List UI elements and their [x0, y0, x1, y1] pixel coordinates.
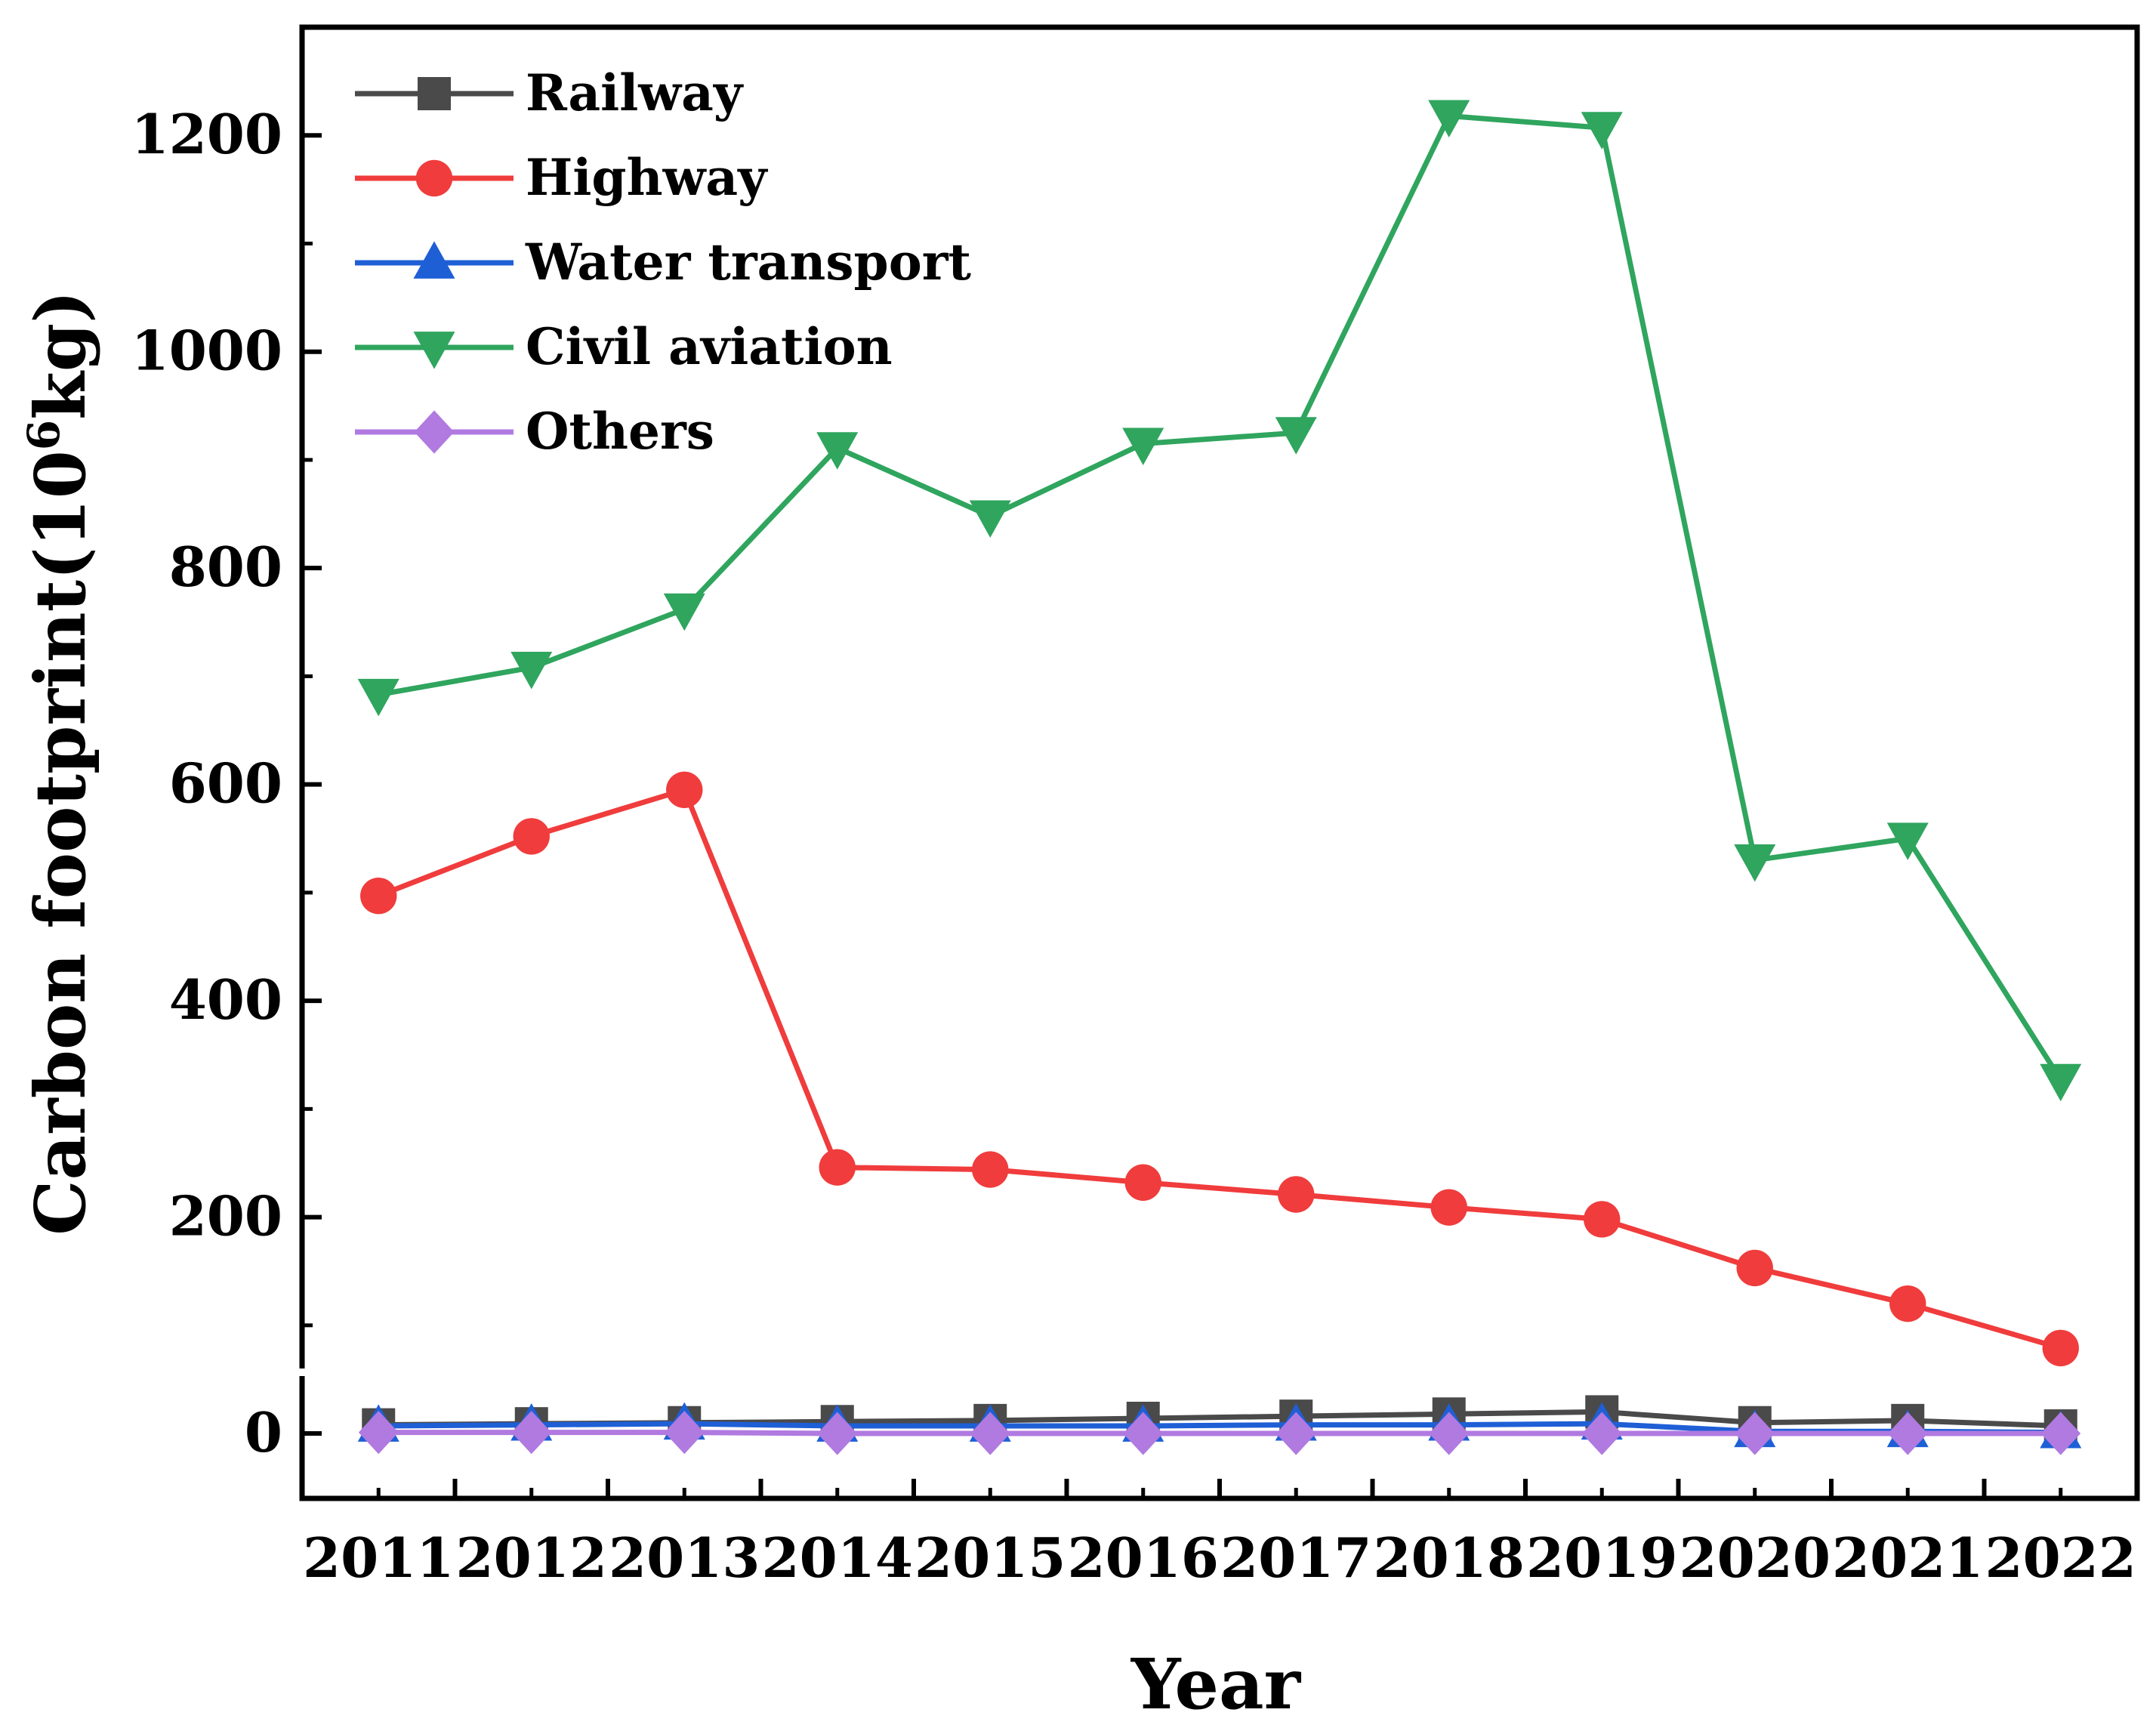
series-line-highway — [377, 787, 2062, 1351]
legend: Railway Highway Water transport Civil aviat… — [355, 63, 971, 461]
data-point-civil-aviation — [1581, 112, 1623, 150]
data-point-civil-aviation — [1428, 100, 1470, 138]
data-point-highway — [666, 771, 703, 809]
x-tick-label: 2014 — [762, 1526, 913, 1590]
legend-label-others: Others — [526, 402, 714, 461]
data-point-civil-aviation — [663, 593, 705, 631]
series-water-transport — [357, 1402, 2082, 1449]
y-axis-title-suffix: kg) — [20, 290, 101, 420]
y-axis-title-superscript: 6 — [18, 420, 69, 450]
x-axis-title: Year — [1130, 1643, 1302, 1725]
data-point-others — [970, 1412, 1010, 1455]
series-highway — [360, 771, 2079, 1367]
data-point-civil-aviation — [1886, 822, 1929, 860]
legend-marker-civil-aviation — [413, 332, 455, 369]
data-point-civil-aviation — [510, 652, 553, 690]
data-point-others — [511, 1411, 552, 1455]
x-tick-label: 2022 — [1985, 1526, 2136, 1590]
data-point-others — [817, 1412, 858, 1455]
data-point-others — [1581, 1412, 1622, 1455]
data-point-highway — [819, 1149, 856, 1186]
legend-label-water-transport: Water transport — [525, 233, 971, 292]
data-point-civil-aviation — [969, 500, 1011, 538]
data-point-others — [1887, 1412, 1928, 1455]
data-point-civil-aviation — [357, 678, 399, 717]
series-layer — [357, 100, 2082, 1455]
series-civil-aviation — [357, 100, 2082, 1102]
data-point-civil-aviation — [2040, 1063, 2082, 1102]
x-tick-label: 2012 — [456, 1526, 607, 1590]
x-axis-ticks: 2011 2012 2013 2014 2015 2016 2017 2018 2019 2020… — [303, 1479, 2136, 1590]
data-point-highway — [1584, 1201, 1621, 1238]
legend-label-railway: Railway — [526, 63, 744, 122]
legend-item-railway: Railway — [355, 63, 744, 122]
x-tick-label: 2017 — [1220, 1526, 1371, 1590]
data-point-others — [1123, 1412, 1164, 1455]
axis-break-gap — [297, 1369, 307, 1376]
data-point-highway — [1430, 1189, 1467, 1226]
y-tick-label: 1200 — [131, 102, 282, 166]
data-point-highway — [1278, 1176, 1315, 1213]
legend-item-civil-aviation: Civil aviation — [355, 317, 893, 376]
data-point-others — [358, 1411, 399, 1455]
legend-label-highway: Highway — [526, 148, 768, 207]
data-point-highway — [360, 877, 397, 915]
data-point-civil-aviation — [1275, 417, 1317, 455]
data-point-highway — [2042, 1329, 2079, 1367]
data-point-highway — [513, 818, 550, 855]
legend-item-highway: Highway — [355, 148, 768, 207]
data-point-others — [1275, 1412, 1316, 1455]
y-axis-ticks: 0 200 400 600 800 1000 1200 — [131, 102, 322, 1464]
legend-marker-water-transport — [413, 241, 455, 279]
y-tick-label: 200 — [169, 1184, 282, 1248]
x-tick-label: 2011 — [303, 1526, 454, 1590]
x-tick-label: 2019 — [1526, 1526, 1677, 1590]
legend-marker-railway — [418, 77, 451, 110]
legend-item-others: Others — [355, 402, 714, 461]
legend-item-water-transport: Water transport — [355, 233, 971, 292]
y-axis-title: Carbon footprint(106kg) — [18, 290, 101, 1235]
legend-marker-highway — [415, 159, 453, 197]
y-tick-label: 400 — [169, 967, 282, 1032]
data-point-highway — [1736, 1249, 1773, 1287]
data-point-civil-aviation — [816, 432, 859, 470]
y-tick-label: 1000 — [131, 319, 282, 383]
series-others — [358, 1411, 2081, 1455]
y-tick-label: 0 — [245, 1400, 282, 1464]
data-point-others — [1735, 1412, 1775, 1455]
x-tick-label: 2018 — [1374, 1526, 1525, 1590]
legend-marker-others — [414, 410, 455, 454]
x-tick-label: 2015 — [915, 1526, 1066, 1590]
series-line-civil-aviation — [378, 113, 2063, 1082]
data-point-highway — [972, 1151, 1009, 1188]
data-point-highway — [1124, 1164, 1161, 1201]
x-tick-label: 2021 — [1832, 1526, 1983, 1590]
data-point-others — [664, 1411, 705, 1455]
legend-label-civil-aviation: Civil aviation — [526, 317, 893, 376]
data-point-others — [1429, 1412, 1470, 1455]
data-point-others — [2040, 1412, 2081, 1455]
data-point-civil-aviation — [1734, 844, 1776, 882]
x-tick-label: 2016 — [1068, 1526, 1219, 1590]
data-point-civil-aviation — [1122, 427, 1164, 466]
data-point-highway — [1889, 1285, 1926, 1322]
y-tick-label: 600 — [169, 751, 282, 816]
y-tick-label: 800 — [169, 535, 282, 599]
y-axis-title-prefix: Carbon footprint(10 — [20, 450, 101, 1235]
x-tick-label: 2020 — [1679, 1526, 1831, 1590]
x-tick-label: 2013 — [609, 1526, 760, 1590]
